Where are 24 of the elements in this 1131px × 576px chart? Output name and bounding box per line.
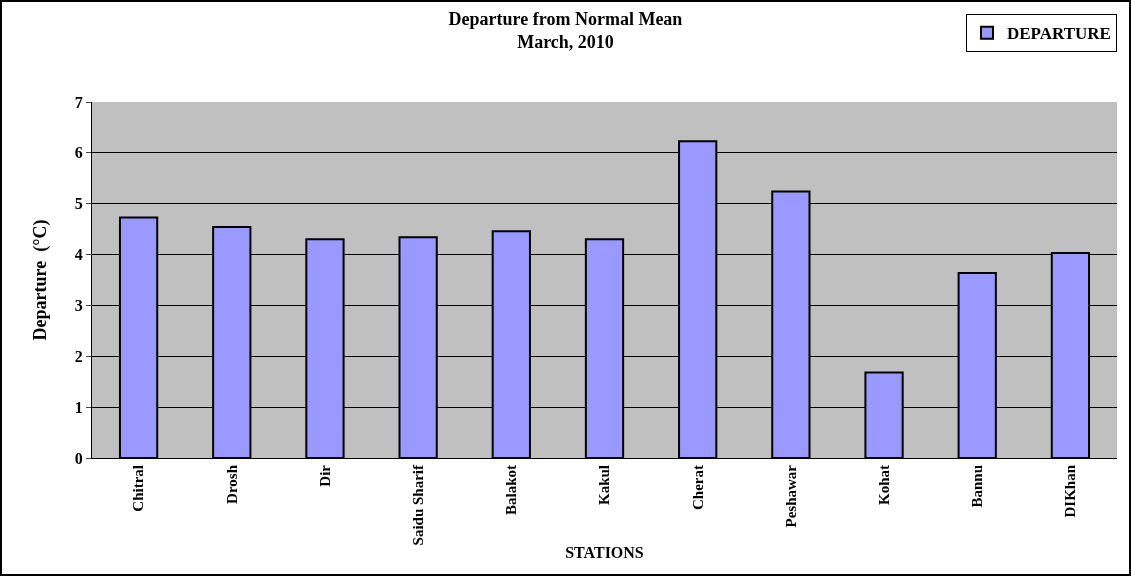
chart-title: Departure from Normal Mean <box>448 8 683 29</box>
y-tick-label: 7 <box>74 93 83 111</box>
x-tick-label: Cherat <box>689 465 706 510</box>
x-tick-label: Peshawar <box>782 464 799 528</box>
x-tick-label: Chitral <box>130 465 147 512</box>
x-tick-label: DIKhan <box>1062 464 1079 518</box>
x-tick-label: Bannu <box>969 465 986 508</box>
y-tick-label: 2 <box>74 347 83 365</box>
x-axis-title: STATIONS <box>565 544 644 562</box>
x-tick-label: Kakul <box>596 465 613 506</box>
x-tick-label: Balakot <box>503 465 520 516</box>
x-tick-label: Drosh <box>223 464 240 504</box>
x-tick-label: Dir <box>316 464 333 487</box>
y-tick-label: 4 <box>74 246 83 264</box>
x-tick-label: Kohat <box>875 465 892 506</box>
y-axis-title: Departure (°C) <box>30 219 51 341</box>
y-tick-label: 6 <box>74 144 83 162</box>
y-tick-label: 5 <box>74 195 83 213</box>
chart-subtitle: March, 2010 <box>517 32 614 53</box>
y-tick-label: 3 <box>74 297 83 315</box>
y-tick-label: 1 <box>74 398 83 416</box>
y-tick-label: 0 <box>74 449 83 467</box>
legend-label: DEPARTURE <box>1007 24 1111 44</box>
x-tick-label: Saidu Sharif <box>410 464 427 546</box>
